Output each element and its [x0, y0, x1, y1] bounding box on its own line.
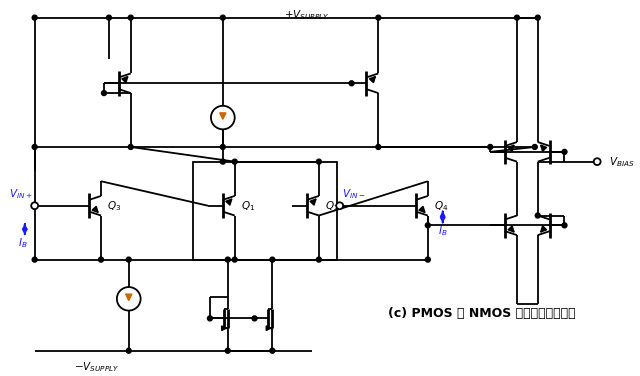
Circle shape	[126, 257, 131, 262]
Text: $Q_4$: $Q_4$	[434, 199, 448, 213]
Circle shape	[128, 15, 133, 20]
Text: $V_{IN-}$: $V_{IN-}$	[342, 187, 365, 201]
Circle shape	[376, 144, 381, 149]
Circle shape	[252, 316, 257, 321]
Circle shape	[562, 149, 567, 154]
Text: $Q_3$: $Q_3$	[107, 199, 121, 213]
Circle shape	[532, 144, 537, 149]
Circle shape	[102, 91, 106, 96]
Text: $Q_2$: $Q_2$	[325, 199, 339, 213]
Circle shape	[316, 159, 321, 164]
Circle shape	[232, 159, 237, 164]
Circle shape	[207, 316, 212, 321]
Circle shape	[220, 159, 225, 164]
Circle shape	[515, 15, 520, 20]
Circle shape	[31, 202, 38, 209]
Circle shape	[225, 348, 230, 353]
Circle shape	[535, 213, 540, 218]
Circle shape	[32, 15, 37, 20]
Circle shape	[336, 202, 343, 209]
Circle shape	[99, 257, 104, 262]
FancyBboxPatch shape	[193, 162, 337, 259]
Text: $Q_1$: $Q_1$	[241, 199, 255, 213]
Circle shape	[426, 223, 430, 228]
Text: $V_{IN+}$: $V_{IN+}$	[9, 187, 33, 201]
Circle shape	[376, 15, 381, 20]
Circle shape	[594, 158, 600, 165]
Circle shape	[32, 257, 37, 262]
Circle shape	[126, 348, 131, 353]
Circle shape	[232, 257, 237, 262]
Text: $V_{BIAS}$: $V_{BIAS}$	[609, 155, 635, 168]
Circle shape	[270, 348, 275, 353]
Circle shape	[225, 257, 230, 262]
Text: $-V_{SUPPLY}$: $-V_{SUPPLY}$	[74, 361, 120, 374]
Circle shape	[32, 144, 37, 149]
Circle shape	[349, 81, 354, 86]
Circle shape	[106, 15, 111, 20]
Circle shape	[270, 257, 275, 262]
Circle shape	[128, 144, 133, 149]
Text: $I_B$: $I_B$	[438, 224, 447, 238]
Circle shape	[220, 144, 225, 149]
Circle shape	[220, 15, 225, 20]
Text: $I_B$: $I_B$	[18, 236, 28, 250]
Circle shape	[488, 144, 493, 149]
Circle shape	[426, 257, 430, 262]
Text: $+V_{SUPPLY}$: $+V_{SUPPLY}$	[284, 8, 330, 22]
Text: (c) PMOS 和 NMOS 组合的差分输入级: (c) PMOS 和 NMOS 组合的差分输入级	[388, 307, 576, 320]
Circle shape	[316, 257, 321, 262]
Circle shape	[562, 223, 567, 228]
Circle shape	[535, 15, 540, 20]
